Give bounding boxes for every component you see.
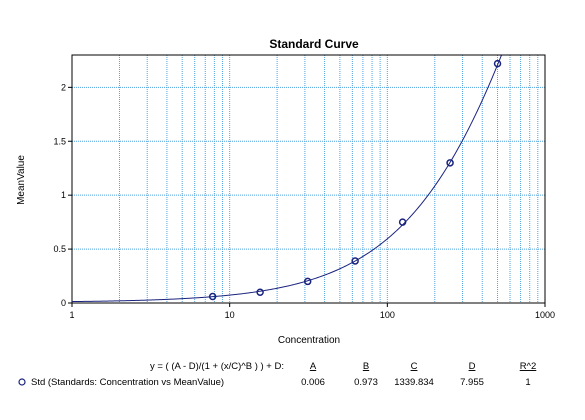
y-axis-ticks: 0 0.5 1 1.5 2 — [53, 82, 72, 308]
data-point — [446, 159, 454, 167]
fit-header-c: C — [411, 361, 418, 372]
fit-value-b: 0.973 — [354, 377, 378, 388]
data-point — [256, 288, 264, 296]
y-tick-label: 1.5 — [53, 136, 66, 146]
fit-curve — [71, 54, 503, 303]
legend-series-name: Std (Standards: Concentration vs MeanVal… — [31, 377, 224, 388]
plot-area — [72, 55, 545, 303]
x-tick-label: 10 — [225, 310, 235, 320]
data-point — [303, 277, 312, 286]
y-tick-label: 0 — [61, 298, 66, 308]
x-axis-ticks: 1 10 100 1000 — [69, 303, 555, 320]
fit-equation: y = ( (A - D)/(1 + (x/C)^B ) ) + D: — [150, 361, 284, 372]
y-axis-title: MeanValue — [16, 155, 27, 205]
fit-header-b: B — [363, 361, 369, 372]
fit-header-r2: R^2 — [520, 361, 537, 372]
fit-table: y = ( (A - D)/(1 + (x/C)^B ) ) + D: A B … — [18, 361, 537, 388]
x-axis-title: Concentration — [278, 335, 340, 346]
legend-marker-icon — [18, 378, 26, 386]
x-tick-label: 1000 — [535, 310, 555, 320]
fit-value-c: 1339.834 — [394, 377, 434, 388]
data-points — [208, 59, 502, 301]
fit-value-d: 7.955 — [460, 377, 484, 388]
y-tick-label: 0.5 — [53, 244, 66, 254]
data-point — [398, 218, 407, 226]
data-point — [493, 59, 502, 68]
grid-lines — [72, 55, 545, 303]
fit-value-a: 0.006 — [301, 377, 325, 388]
y-tick-label: 2 — [61, 82, 66, 92]
plot-frame — [71, 54, 546, 304]
chart-title: Standard Curve — [269, 37, 359, 51]
fit-value-r2: 1 — [525, 377, 530, 388]
fit-header-a: A — [310, 361, 317, 372]
y-tick-label: 1 — [61, 190, 66, 200]
fit-header-d: D — [469, 361, 476, 372]
data-point — [208, 292, 217, 301]
x-tick-label: 1 — [69, 310, 74, 320]
x-tick-label: 100 — [380, 310, 395, 320]
data-point — [351, 257, 359, 265]
